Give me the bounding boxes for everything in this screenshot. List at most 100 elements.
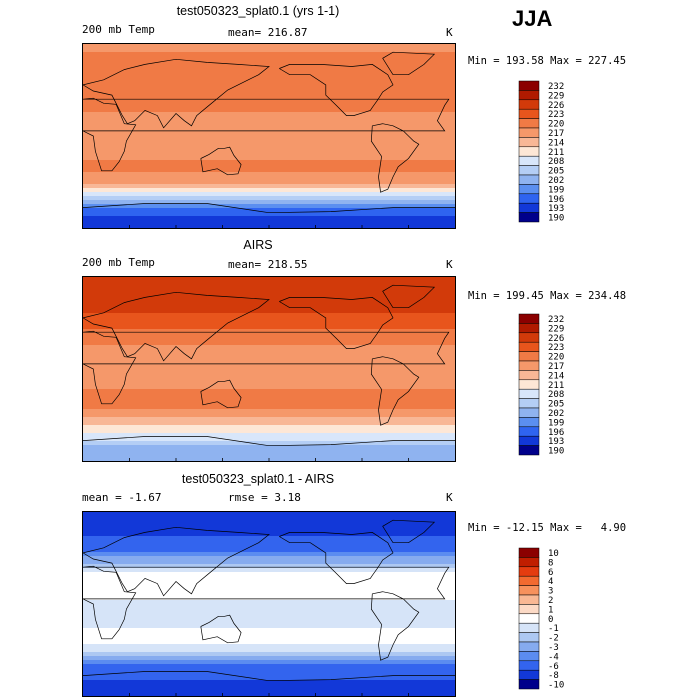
coastline xyxy=(200,379,242,409)
colorbar-label: -2 xyxy=(548,634,559,644)
colorbar-swatch xyxy=(518,435,540,446)
colorbar-label: 6 xyxy=(548,568,553,578)
colorbar-swatch xyxy=(518,184,540,195)
map-band xyxy=(83,60,455,65)
map-band xyxy=(83,100,455,105)
map-band xyxy=(83,397,455,402)
map-band xyxy=(83,285,455,290)
map-band xyxy=(83,644,455,649)
colorbar-label: 214 xyxy=(548,371,564,381)
colorbar-swatch xyxy=(518,641,540,652)
map-band xyxy=(83,540,455,545)
map-band xyxy=(83,564,455,569)
map-band xyxy=(83,152,455,157)
colorbar-label: 208 xyxy=(548,390,564,400)
colorbar-swatch xyxy=(518,445,540,456)
colorbar-label: 217 xyxy=(548,362,564,372)
map-band xyxy=(83,576,455,581)
coastline xyxy=(83,330,450,405)
colorbar-label: 2 xyxy=(548,596,553,606)
map-band xyxy=(83,632,455,637)
map-band xyxy=(83,401,455,406)
map-band xyxy=(83,365,455,370)
map-band xyxy=(83,588,455,593)
map-band xyxy=(83,628,455,633)
coastline xyxy=(83,565,450,640)
map-band xyxy=(83,580,455,585)
colorbar-label: 8 xyxy=(548,558,553,568)
map-band xyxy=(83,612,455,617)
panel-2-colorbar: 2322292262232202172142112082052021991961… xyxy=(518,313,564,457)
map-band xyxy=(83,200,455,205)
colorbar-label: 205 xyxy=(548,167,564,177)
map-band xyxy=(83,220,455,225)
map-band xyxy=(83,84,455,89)
colorbar-label: 229 xyxy=(548,324,564,334)
map-band xyxy=(83,437,455,442)
colorbar-label: -6 xyxy=(548,662,559,672)
map-band xyxy=(83,305,455,310)
map-band xyxy=(83,345,455,350)
map-band xyxy=(83,321,455,326)
colorbar-swatch xyxy=(518,660,540,671)
map-band xyxy=(83,144,455,149)
colorbar-swatch xyxy=(518,212,540,223)
map-band xyxy=(83,188,455,193)
colorbar-label: 196 xyxy=(548,195,564,205)
colorbar-label: 202 xyxy=(548,176,564,186)
colorbar-label: 199 xyxy=(548,185,564,195)
colorbar-swatch xyxy=(518,566,540,577)
map-band xyxy=(83,684,455,689)
map-band xyxy=(83,313,455,318)
map-band xyxy=(83,656,455,661)
panel-1-min-max: Min = 193.58 Max = 227.45 xyxy=(468,55,627,67)
map-band xyxy=(83,104,455,109)
colorbar-label: 226 xyxy=(548,101,564,111)
map-band xyxy=(83,544,455,549)
panel-1-title: test050323_splat0.1 (yrs 1-1) xyxy=(176,4,340,18)
map-band xyxy=(83,44,455,49)
coastline xyxy=(370,123,420,193)
coastline xyxy=(279,532,394,584)
colorbar-swatch xyxy=(518,165,540,176)
colorbar-swatch xyxy=(518,370,540,381)
map-band xyxy=(83,433,455,438)
colorbar-swatch xyxy=(518,99,540,110)
map-band xyxy=(83,216,455,221)
coastline xyxy=(382,519,436,544)
colorbar-label: 220 xyxy=(548,120,564,130)
map-band xyxy=(83,445,455,450)
colorbar-label: 229 xyxy=(548,91,564,101)
map-band xyxy=(83,385,455,390)
colorbar-swatch xyxy=(518,137,540,148)
colorbar-swatch xyxy=(518,379,540,390)
map-band xyxy=(83,56,455,61)
season-label: JJA xyxy=(512,6,553,31)
colorbar-label: 199 xyxy=(548,418,564,428)
coastline xyxy=(83,97,450,172)
map-band xyxy=(83,393,455,398)
map-band xyxy=(83,536,455,541)
map-band xyxy=(83,640,455,645)
map-band xyxy=(83,548,455,553)
map-band xyxy=(83,96,455,101)
colorbar-label: -8 xyxy=(548,671,559,681)
panel-3-units-label: K xyxy=(446,491,453,504)
map-band xyxy=(83,373,455,378)
panel-1-units-label: K xyxy=(446,26,453,39)
map-band xyxy=(83,289,455,294)
map-band xyxy=(83,293,455,298)
map-band xyxy=(83,389,455,394)
map-band xyxy=(83,616,455,621)
colorbar-swatch xyxy=(518,313,540,324)
coastline xyxy=(200,614,242,644)
colorbar-swatch xyxy=(518,594,540,605)
map-band xyxy=(83,160,455,165)
map-band xyxy=(83,88,455,93)
colorbar-swatch xyxy=(518,669,540,680)
map-band xyxy=(83,124,455,129)
map-band xyxy=(83,325,455,330)
map-band xyxy=(83,68,455,73)
map-band xyxy=(83,72,455,77)
